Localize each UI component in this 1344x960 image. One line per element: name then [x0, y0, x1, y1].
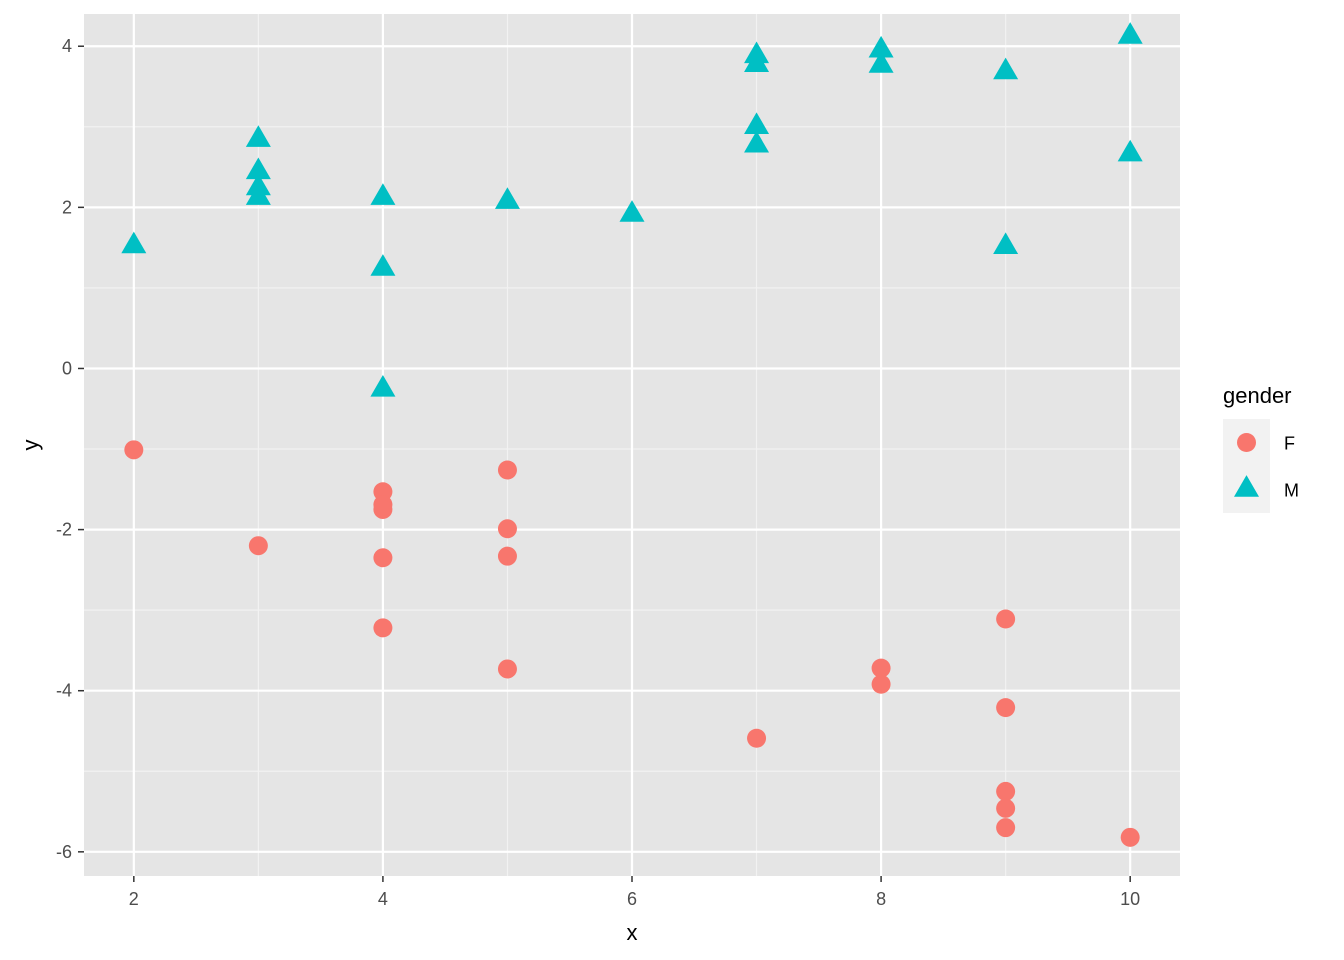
point-M: [993, 57, 1019, 80]
point-M: [370, 374, 396, 397]
point-M: [245, 183, 271, 205]
y-tick-label: -6: [56, 842, 72, 862]
y-tick-label: 2: [62, 197, 72, 217]
point-F: [871, 658, 891, 678]
x-tick-label: 10: [1120, 889, 1140, 909]
point-M: [1117, 139, 1143, 162]
point-F: [497, 546, 517, 566]
point-F: [996, 798, 1016, 818]
point-M: [245, 125, 271, 147]
point-M: [619, 200, 645, 222]
y-tick-label: 0: [62, 358, 72, 378]
point-M: [121, 231, 147, 254]
x-tick-label: 6: [627, 889, 637, 909]
x-tick-label: 4: [378, 889, 388, 909]
legend-symbol-F: [1237, 433, 1256, 452]
legend: gender F M: [1223, 383, 1299, 513]
point-F: [373, 548, 393, 568]
point-F: [124, 440, 144, 460]
point-M: [868, 35, 894, 58]
point-M: [1117, 22, 1143, 44]
y-axis: -6 -4 -2 0 2 4: [56, 36, 84, 862]
legend-label-M: M: [1284, 481, 1299, 501]
y-tick-label: -4: [56, 681, 72, 701]
point-M: [744, 130, 770, 153]
legend-label-F: F: [1284, 434, 1295, 454]
x-axis-title: x: [627, 920, 638, 945]
point-F: [497, 519, 517, 539]
legend-symbol-M: [1234, 475, 1259, 497]
y-tick-label: 4: [62, 36, 72, 56]
y-tick-label: -2: [56, 520, 72, 540]
point-F: [497, 460, 517, 480]
x-axis: 2 4 6 8 10: [129, 876, 1140, 909]
point-F: [1120, 827, 1140, 847]
point-F: [996, 698, 1016, 718]
point-F: [871, 674, 891, 694]
point-M: [993, 232, 1019, 255]
x-tick-label: 8: [876, 889, 886, 909]
point-M: [744, 112, 770, 135]
point-M: [370, 183, 396, 205]
x-tick-label: 2: [129, 889, 139, 909]
point-M: [744, 50, 770, 72]
point-M: [370, 254, 396, 276]
y-axis-title: y: [18, 440, 43, 451]
point-F: [996, 818, 1016, 838]
point-F: [747, 728, 767, 748]
point-F: [373, 499, 393, 519]
point-M: [245, 157, 271, 180]
point-F: [373, 618, 393, 638]
data-points: [121, 22, 1143, 847]
legend-title: gender: [1223, 383, 1292, 408]
point-M: [868, 51, 894, 73]
point-F: [497, 659, 517, 679]
point-F: [996, 609, 1016, 629]
point-M: [494, 187, 520, 209]
point-F: [248, 536, 268, 556]
point-F: [996, 781, 1016, 801]
